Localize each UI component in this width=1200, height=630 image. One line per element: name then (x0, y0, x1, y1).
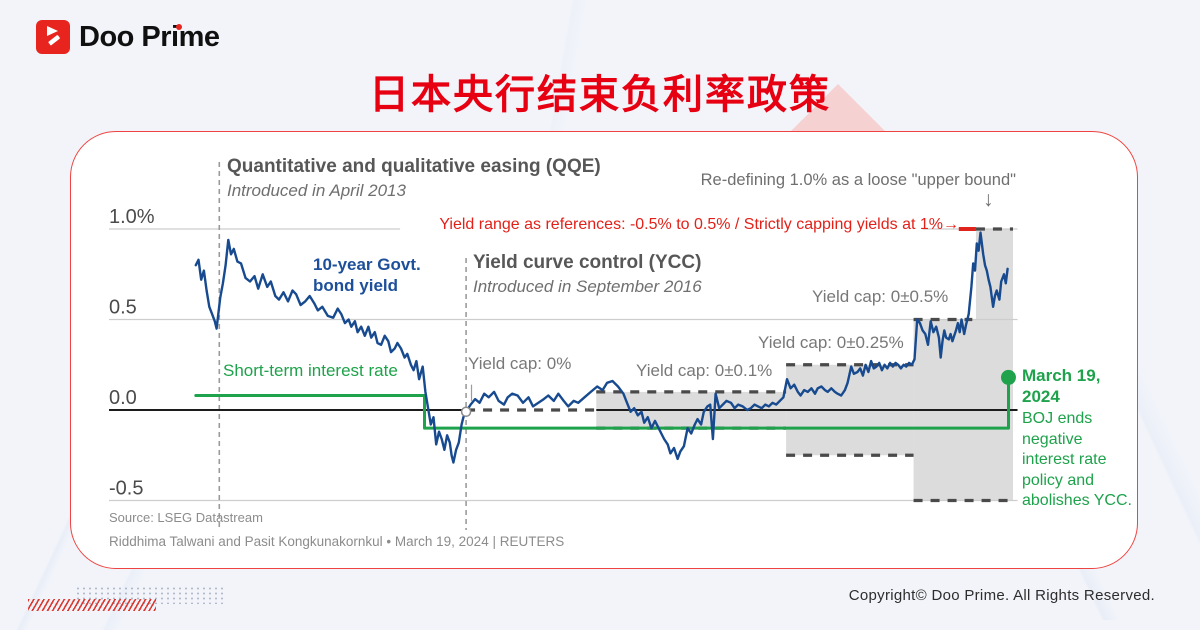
ycc-title: Yield curve control (YCC) (473, 252, 702, 273)
qqe-title: Quantitative and qualitative easing (QQE… (227, 156, 601, 177)
doo-prime-logo-text: Doo Prime (79, 20, 220, 53)
qqe-subtitle: Introduced in April 2013 (227, 181, 406, 200)
down-arrow-icon: ↓ (983, 188, 994, 211)
march-2024-text: BOJ ends negative interest rate policy a… (1022, 410, 1132, 509)
yield-cap-0-label: Yield cap: 0% (468, 354, 572, 373)
page-title: 日本央行结束负利率政策 (369, 73, 831, 117)
march-2024-annotation: March 19, 2024 BOJ ends negative interes… (1022, 365, 1134, 512)
yield-cap-0.5-label: Yield cap: 0±0.5% (812, 287, 949, 306)
redefine-upper-bound-label: Re-defining 1.0% as a loose "upper bound… (700, 171, 1016, 189)
bond-yield-series-label: 10-year Govt. bond yield (313, 255, 421, 295)
short-term-rate-series-label: Short-term interest rate (223, 361, 398, 380)
byline: Riddhima Talwani and Pasit Kongkunakornk… (109, 534, 565, 549)
qqe-annotation: Quantitative and qualitative easing (QQE… (227, 156, 601, 201)
y-tick-label: 0.5 (109, 297, 137, 319)
y-tick-label: 1.0% (109, 206, 155, 228)
doo-prime-logo: Doo Prime (36, 20, 220, 54)
yield-cap-0.25-label: Yield cap: 0±0.25% (758, 333, 904, 352)
y-tick-label: 0.0 (109, 387, 137, 409)
march-2024-date: March 19, 2024 (1022, 366, 1101, 406)
source-line: Source: LSEG Datastream (109, 510, 263, 525)
ycc-subtitle: Introduced in September 2016 (473, 277, 702, 296)
y-tick-label: -0.5 (109, 478, 143, 500)
yield-range-label: Yield range as references: -0.5% to 0.5%… (439, 216, 959, 233)
logo-i-dot (176, 24, 182, 30)
doo-prime-logo-icon (36, 20, 70, 54)
chart-card: 1.0% 0.5 0.0 -0.5 Quantitative and qualitat… (70, 131, 1138, 569)
copyright-text: Copyright© Doo Prime. All Rights Reserve… (848, 587, 1155, 604)
yield-cap-0.1-label: Yield cap: 0±0.1% (636, 361, 773, 380)
hatch-pattern-decoration (28, 599, 156, 611)
marker-march-19-2024 (1000, 369, 1016, 385)
marker-ycc-start (460, 406, 472, 418)
ycc-annotation: Yield curve control (YCC) Introduced in … (473, 252, 702, 297)
